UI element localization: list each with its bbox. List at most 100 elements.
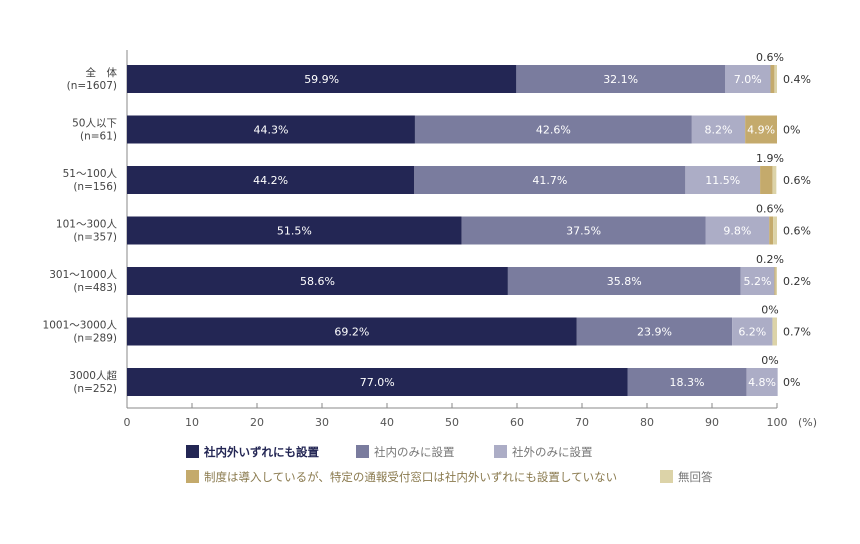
bar-segment xyxy=(127,317,577,346)
data-label: 23.9% xyxy=(637,326,672,339)
bar-segment xyxy=(732,317,773,346)
bar-segment xyxy=(576,317,733,346)
data-label: 7.0% xyxy=(734,73,762,86)
data-label: 0.6% xyxy=(783,174,811,187)
data-label: 41.7% xyxy=(532,174,567,187)
category-label: 3000人超 xyxy=(69,369,117,382)
bar-segment xyxy=(760,166,773,194)
bar-segment xyxy=(414,166,686,194)
data-label: 77.0% xyxy=(360,376,395,389)
bar-segment xyxy=(745,115,777,144)
category-count-label: (n=156) xyxy=(73,181,117,193)
bar-segment xyxy=(461,216,706,245)
data-label: 0% xyxy=(783,124,800,137)
legend-swatch xyxy=(186,470,199,483)
legend-swatch xyxy=(494,445,507,458)
bar-segment xyxy=(127,65,517,93)
bar-segment xyxy=(773,216,777,245)
category-count-label: (n=483) xyxy=(73,282,117,294)
category-label: 301〜1000人 xyxy=(49,269,117,281)
bar-segment xyxy=(127,166,415,194)
category-count-label: (n=357) xyxy=(73,232,117,244)
x-tick-label: 60 xyxy=(510,416,524,429)
bar-segment xyxy=(127,267,508,295)
data-label: 44.3% xyxy=(253,124,288,137)
data-label: 69.2% xyxy=(334,326,369,339)
x-tick-label: 10 xyxy=(185,416,199,429)
bar-segment xyxy=(507,267,741,295)
category-label: 1001〜3000人 xyxy=(43,320,118,332)
bar-segment xyxy=(127,216,462,245)
data-label: 0.2% xyxy=(783,275,811,288)
bar-segment xyxy=(769,216,774,245)
x-tick-label: 20 xyxy=(250,416,264,429)
data-label: 9.8% xyxy=(723,225,751,238)
bar-segment xyxy=(774,267,776,295)
bar-segment xyxy=(127,368,628,396)
bar-segment xyxy=(127,115,415,144)
legend-label: 社内のみに設置 xyxy=(374,445,455,459)
category-label: 全 体 xyxy=(86,66,118,79)
x-tick-label: 80 xyxy=(640,416,654,429)
x-tick-label: 0 xyxy=(124,416,131,429)
bar-segment xyxy=(516,65,725,93)
bar-segment xyxy=(770,65,775,93)
data-label: 58.6% xyxy=(300,275,335,288)
x-tick-label: 90 xyxy=(705,416,719,429)
bar-segment xyxy=(740,267,775,295)
x-tick-label: 100 xyxy=(767,416,788,429)
bar-segment xyxy=(685,166,761,194)
category-count-label: (n=289) xyxy=(73,333,117,345)
bar-segment xyxy=(705,216,770,245)
data-label: 0.6% xyxy=(756,203,784,216)
bar-segment xyxy=(775,267,777,295)
category-label: 50人以下 xyxy=(72,118,117,130)
category-count-label: (n=1607) xyxy=(67,80,117,92)
legend-label: 制度は導入しているが、特定の通報受付窓口は社内外いずれにも設置していない xyxy=(204,470,617,484)
data-label: 11.5% xyxy=(705,174,740,187)
legend-label: 社外のみに設置 xyxy=(512,445,593,459)
bar-segment xyxy=(691,115,746,144)
data-label: 0.6% xyxy=(783,225,811,238)
legend-label: 社内外いずれにも設置 xyxy=(203,445,319,459)
x-tick-label: 70 xyxy=(575,416,589,429)
bar-segment xyxy=(772,317,777,346)
x-tick-label: 30 xyxy=(315,416,329,429)
data-label: 4.9% xyxy=(747,124,775,137)
data-label: 37.5% xyxy=(566,225,601,238)
x-tick-label: 50 xyxy=(445,416,459,429)
data-label: 0.6% xyxy=(756,51,784,64)
data-label: 6.2% xyxy=(738,326,766,339)
data-label: 8.2% xyxy=(705,124,733,137)
legend-label: 無回答 xyxy=(678,470,713,484)
data-label: 44.2% xyxy=(253,174,288,187)
category-label: 101〜300人 xyxy=(56,219,118,231)
data-label: 0.4% xyxy=(783,73,811,86)
data-label: 0% xyxy=(761,354,778,367)
data-label: 5.2% xyxy=(744,275,772,288)
bar-segment xyxy=(772,166,777,194)
category-count-label: (n=61) xyxy=(80,131,117,143)
category-count-label: (n=252) xyxy=(73,383,117,395)
legend-swatch xyxy=(186,445,199,458)
bar-segment xyxy=(627,368,747,396)
x-tick-label: 40 xyxy=(380,416,394,429)
data-label: 59.9% xyxy=(304,73,339,86)
data-label: 1.9% xyxy=(756,152,784,165)
data-label: 32.1% xyxy=(603,73,638,86)
data-label: 51.5% xyxy=(277,225,312,238)
bar-segment xyxy=(774,65,777,93)
data-label: 0% xyxy=(783,376,800,389)
data-label: 0.7% xyxy=(783,326,811,339)
bar-segment xyxy=(725,65,771,93)
data-label: 0.2% xyxy=(756,253,784,266)
bar-segment xyxy=(414,115,692,144)
data-label: 0% xyxy=(761,304,778,317)
bar-segment xyxy=(746,368,778,396)
data-label: 42.6% xyxy=(536,124,571,137)
data-label: 35.8% xyxy=(607,275,642,288)
data-label: 18.3% xyxy=(669,376,704,389)
legend-swatch xyxy=(660,470,673,483)
